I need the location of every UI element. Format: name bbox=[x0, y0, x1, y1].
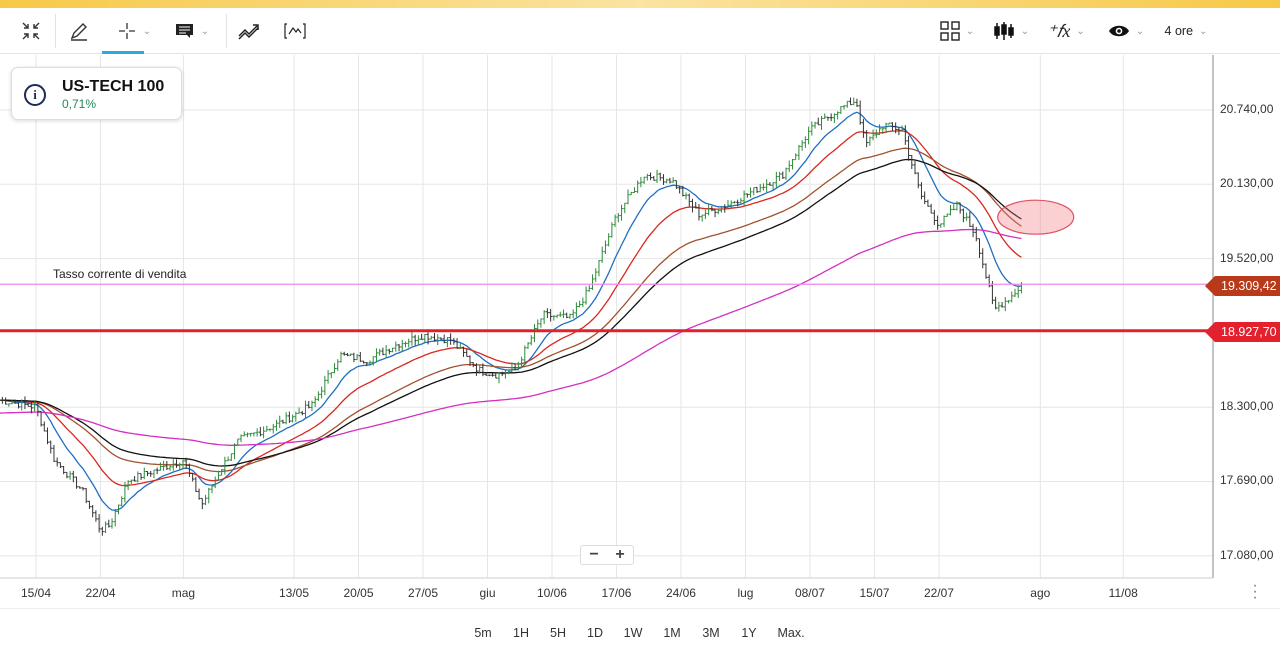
chevron-down-icon: ⌄ bbox=[142, 25, 152, 37]
active-tool-indicator bbox=[102, 51, 144, 54]
chevron-down-icon: ⌄ bbox=[1076, 25, 1085, 37]
chevron-down-icon: ⌄ bbox=[1199, 25, 1208, 37]
crosshair-icon bbox=[118, 23, 135, 39]
x-tick-label: 13/05 bbox=[278, 586, 309, 600]
x-tick-label: mag bbox=[171, 586, 196, 600]
moving-average-MA-magenta bbox=[0, 228, 1022, 446]
timeframe-button-5H[interactable]: 5H bbox=[550, 626, 566, 640]
fx-icon: ⁺𝑓x bbox=[1047, 20, 1071, 41]
crosshair-tool-button[interactable]: ⌄ bbox=[112, 18, 156, 44]
highlight-ellipse bbox=[997, 199, 1075, 235]
timeframe-button-1Y[interactable]: 1Y bbox=[741, 626, 757, 640]
comment-icon bbox=[175, 24, 193, 38]
x-tick-label: 15/04 bbox=[20, 586, 52, 600]
zoom-out-button[interactable]: − bbox=[589, 546, 599, 563]
pencil-icon[interactable] bbox=[66, 18, 92, 44]
chart-type-button[interactable]: ⌄ bbox=[991, 18, 1031, 44]
x-tick-label: 15/07 bbox=[859, 586, 890, 600]
comment-tool-button[interactable]: ⌄ bbox=[170, 18, 214, 44]
instrument-change: 0,71% bbox=[62, 97, 97, 111]
x-tick-label: 20/05 bbox=[343, 586, 374, 600]
divider bbox=[226, 14, 227, 48]
price-chart[interactable] bbox=[0, 55, 1280, 585]
indicator-bracket-icon[interactable] bbox=[282, 18, 308, 44]
indicators-button[interactable]: ⁺𝑓x ⌄ bbox=[1044, 18, 1088, 44]
timeframe-button-3M[interactable]: 3M bbox=[702, 626, 720, 640]
x-tick-label: 27/05 bbox=[407, 586, 438, 600]
y-tick-label: 19.520,00 bbox=[1220, 250, 1274, 265]
y-tick-label: 20.740,00 bbox=[1220, 102, 1274, 116]
layout-grid-button[interactable]: ⌄ bbox=[938, 18, 976, 44]
divider bbox=[55, 14, 56, 48]
support-level-tag: 18.927,70 bbox=[1205, 322, 1280, 342]
x-tick-label: 24/06 bbox=[665, 586, 696, 600]
top-accent-bar bbox=[0, 0, 1280, 8]
y-tick-label: 17.690,00 bbox=[1220, 473, 1274, 488]
timeframe-bar: 5m 1H 5H 1D 1W 1M 3M 1Y Max. bbox=[0, 608, 1280, 659]
info-icon[interactable]: i bbox=[24, 84, 46, 106]
toolbar: ⌄ ⌄ ⌄ ⌄ ⁺𝑓x ⌄ ⌄ 4 ore ⌄ bbox=[0, 8, 1280, 54]
moving-average-MA-blue bbox=[0, 111, 1022, 511]
x-tick-label: 22/04 bbox=[85, 586, 116, 600]
more-options-icon[interactable]: · · · bbox=[1252, 577, 1258, 606]
x-tick-label: 17/06 bbox=[601, 586, 632, 600]
x-tick-label: giu bbox=[479, 586, 496, 600]
moving-average-MA-brown bbox=[0, 147, 1022, 473]
layout-grid-icon bbox=[940, 21, 960, 41]
instrument-info-card[interactable]: i US-TECH 100 0,71% bbox=[11, 67, 182, 120]
moving-average-MA-red bbox=[0, 130, 1022, 487]
collapse-icon[interactable] bbox=[18, 18, 44, 44]
x-tick-label: 08/07 bbox=[794, 586, 825, 600]
timeframe-button-Max[interactable]: Max. bbox=[777, 626, 805, 640]
moving-average-MA-black bbox=[0, 158, 1022, 467]
y-tick-label: 20.130,00 bbox=[1220, 176, 1274, 191]
y-tick-label: 18.300,00 bbox=[1220, 399, 1274, 414]
x-tick-label: 22/07 bbox=[923, 586, 954, 600]
x-tick-label: 10/06 bbox=[536, 586, 567, 600]
x-tick-label: 11/08 bbox=[1108, 586, 1138, 600]
visibility-button[interactable]: ⌄ bbox=[1104, 18, 1148, 44]
y-tick-label: 17.080,00 bbox=[1220, 547, 1274, 562]
zoom-in-button[interactable]: + bbox=[615, 546, 625, 563]
timeframe-button-1D[interactable]: 1D bbox=[587, 626, 603, 640]
timeframe-button-1H[interactable]: 1H bbox=[513, 626, 529, 640]
zoom-control: − + bbox=[580, 545, 634, 565]
chevron-down-icon: ⌄ bbox=[1135, 25, 1145, 37]
timeframe-button-5m[interactable]: 5m bbox=[474, 626, 492, 640]
chevron-down-icon: ⌄ bbox=[200, 25, 210, 37]
timeframe-button-1W[interactable]: 1W bbox=[623, 626, 643, 640]
chevron-down-icon: ⌄ bbox=[1020, 25, 1030, 37]
current-price-tag: 19.309,42 bbox=[1205, 276, 1280, 296]
sell-rate-caption: Tasso corrente di vendita bbox=[53, 267, 187, 281]
eye-icon bbox=[1108, 25, 1129, 37]
timeframe-value: 4 ore bbox=[1164, 24, 1194, 38]
instrument-name: US-TECH 100 bbox=[62, 78, 165, 95]
x-tick-label: ago bbox=[1030, 586, 1051, 600]
chevron-down-icon: ⌄ bbox=[965, 25, 975, 37]
x-tick-label: lug bbox=[737, 586, 754, 600]
timeframe-select[interactable]: 4 ore ⌄ bbox=[1163, 18, 1209, 44]
trend-icon[interactable] bbox=[237, 18, 263, 44]
timeframe-button-1M[interactable]: 1M bbox=[663, 626, 681, 640]
candlestick-icon bbox=[994, 22, 1014, 40]
